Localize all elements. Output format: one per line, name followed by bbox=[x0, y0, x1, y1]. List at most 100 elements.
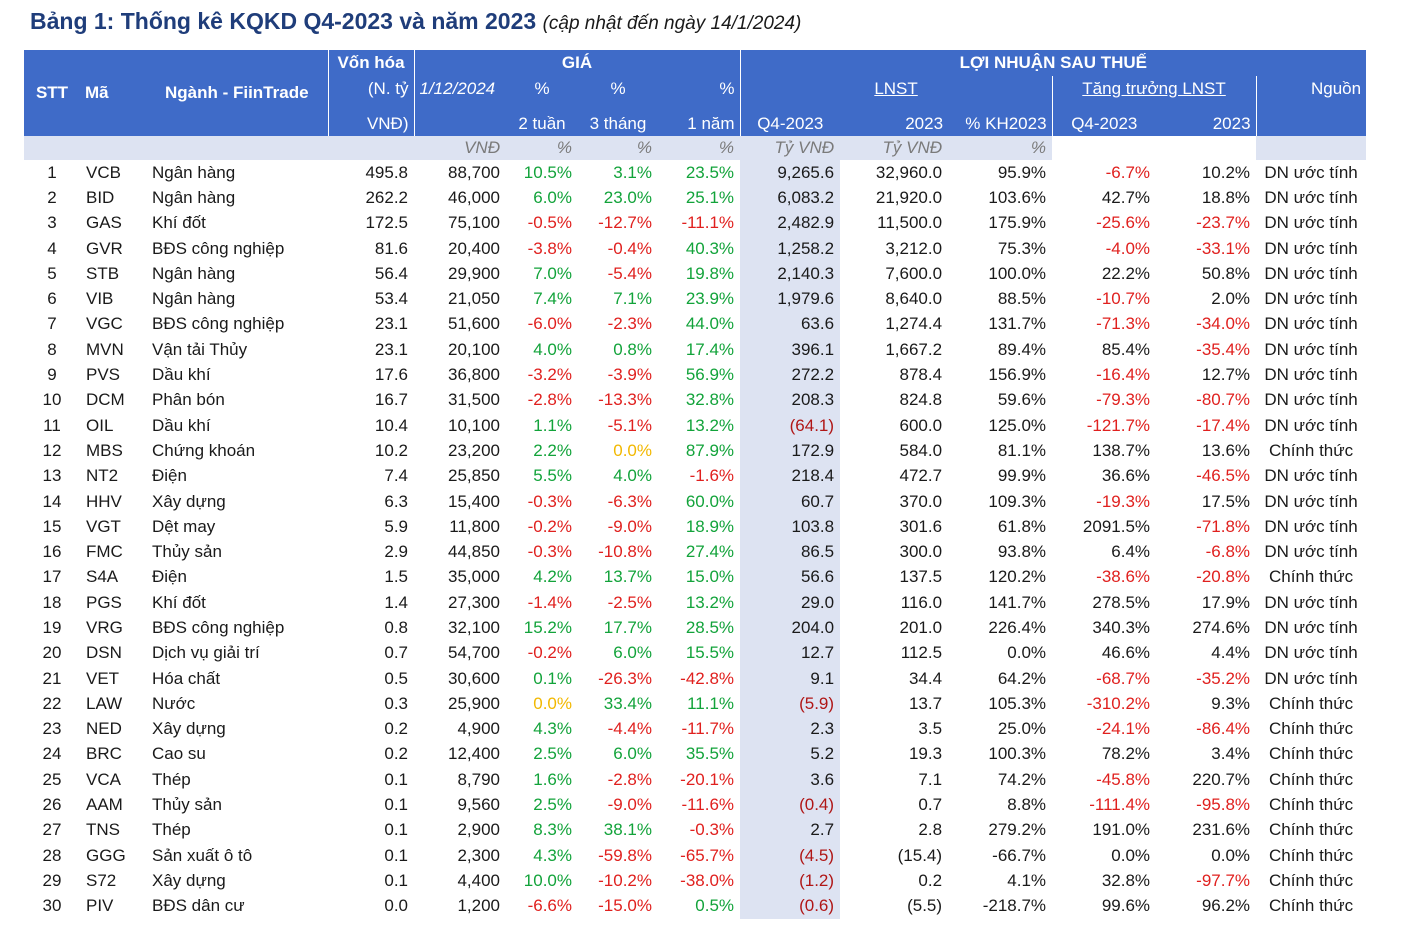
cell-tt-2023: -71.8% bbox=[1196, 516, 1251, 536]
cell-lnst-q4: 204.0 bbox=[740, 615, 841, 641]
cell-nganh: Ngân hàng bbox=[152, 289, 236, 309]
cell-ma: GVR bbox=[86, 238, 123, 258]
cell-pct-3thang: 4.0% bbox=[613, 466, 652, 486]
cell-nganh: Chứng khoán bbox=[152, 440, 256, 460]
table-title: Bảng 1: Thống kê KQKD Q4-2023 và năm 202… bbox=[30, 8, 801, 35]
cell-lnst-q4: 12.7 bbox=[740, 640, 841, 666]
cell-pct-3thang: -2.5% bbox=[607, 592, 652, 612]
cell-pct-kh: 100.0% bbox=[988, 263, 1047, 283]
cell-pct-2tuan: -0.5% bbox=[527, 213, 572, 233]
cell-tt-q4: -6.7% bbox=[1105, 162, 1151, 182]
table-row: 27 TNS Thép 0.1 2,900 8.3% 38.1% -0.3% 2.7 2.8 279… bbox=[24, 817, 1366, 844]
cell-nguon: Chính thức bbox=[1268, 719, 1354, 739]
cell-gia: 32,100 bbox=[448, 617, 500, 637]
cell-stt: 2 bbox=[47, 187, 57, 207]
cell-gia: 35,000 bbox=[448, 567, 500, 587]
cell-gia: 20,100 bbox=[448, 339, 500, 359]
table-row: 2 BID Ngân hàng 262.2 46,000 6.0% 23.0% 25.1% 6,… bbox=[24, 185, 1366, 211]
cell-pct-kh: -218.7% bbox=[982, 896, 1047, 916]
cell-gia: 75,100 bbox=[448, 213, 500, 233]
cell-nganh: BĐS công nghiệp bbox=[152, 314, 285, 334]
header-nguon: Nguồn bbox=[1255, 76, 1367, 102]
cell-tt-q4: 42.7% bbox=[1101, 187, 1151, 207]
cell-gia: 8,790 bbox=[457, 769, 500, 789]
header-stt: STT bbox=[24, 50, 80, 136]
cell-lnst-q4: 172.9 bbox=[740, 438, 841, 464]
cell-nganh: Vận tải Thủy bbox=[152, 339, 248, 359]
cell-pct-2tuan: 1.6% bbox=[533, 769, 572, 789]
cell-ma: NED bbox=[86, 719, 122, 739]
cell-tt-2023: 96.2% bbox=[1201, 896, 1251, 916]
cell-pct-3thang: -3.9% bbox=[607, 365, 652, 385]
cell-gia: 2,300 bbox=[457, 845, 500, 865]
cell-tt-2023: -20.8% bbox=[1196, 567, 1251, 587]
cell-lnst-2023: 472.7 bbox=[899, 466, 943, 486]
cell-stt: 11 bbox=[43, 415, 61, 435]
cell-stt: 21 bbox=[42, 668, 62, 688]
cell-pct-kh: 279.2% bbox=[988, 820, 1047, 840]
cell-nguon: DN ước tính bbox=[1264, 238, 1358, 258]
cell-pct-2tuan: -6.6% bbox=[527, 896, 572, 916]
cell-pct-3thang: -13.3% bbox=[598, 390, 652, 410]
cell-lnst-q4: 1,979.6 bbox=[740, 286, 841, 312]
cell-pct-2tuan: 1.1% bbox=[533, 415, 572, 435]
cell-von-hoa: 0.1 bbox=[384, 870, 408, 890]
cell-pct-1nam: 28.5% bbox=[685, 617, 735, 637]
table-row: 3 GAS Khí đốt 172.5 75,100 -0.5% -12.7% -11.1% 2… bbox=[24, 210, 1366, 236]
cell-nguon: DN ước tính bbox=[1264, 592, 1358, 612]
cell-tt-2023: 274.6% bbox=[1192, 617, 1251, 637]
cell-tt-2023: -33.1% bbox=[1196, 238, 1251, 258]
cell-lnst-q4: 2.3 bbox=[740, 716, 841, 742]
cell-von-hoa: 10.2 bbox=[374, 440, 408, 460]
cell-tt-q4: -19.3% bbox=[1096, 491, 1151, 511]
cell-tt-q4: 22.2% bbox=[1101, 263, 1151, 283]
cell-tt-q4: 36.6% bbox=[1101, 466, 1151, 486]
table-row: 4 GVR BĐS công nghiệp 81.6 20,400 -3.8% -0.4% 4… bbox=[24, 235, 1366, 262]
cell-von-hoa: 6.3 bbox=[384, 491, 408, 511]
cell-tt-q4: 340.3% bbox=[1092, 617, 1151, 637]
cell-lnst-q4: 9,265.6 bbox=[740, 160, 841, 186]
cell-nganh: Ngân hàng bbox=[152, 162, 236, 182]
cell-nganh: Sản xuất ô tô bbox=[152, 845, 253, 865]
header-pct-3thang: % bbox=[578, 76, 658, 102]
table-row: 24 BRC Cao su 0.2 12,400 2.5% 6.0% 35.5% 5.2 19.3… bbox=[24, 741, 1366, 768]
cell-lnst-2023: 3.5 bbox=[918, 719, 943, 739]
cell-pct-kh: 120.2% bbox=[988, 567, 1047, 587]
cell-tt-q4: -71.3% bbox=[1096, 314, 1151, 334]
header-gia-spacer bbox=[413, 102, 506, 136]
cell-pct-kh: 99.9% bbox=[997, 466, 1047, 486]
cell-lnst-q4: (4.5) bbox=[740, 843, 841, 869]
cell-pct-2tuan: 8.3% bbox=[533, 820, 572, 840]
cell-stt: 26 bbox=[42, 795, 62, 815]
cell-ma: STB bbox=[86, 263, 120, 283]
table-row: 9 PVS Dầu khí 17.6 36,800 -3.2% -3.9% 56.9% 272.… bbox=[24, 362, 1366, 388]
cell-pct-1nam: -0.3% bbox=[689, 820, 735, 840]
cell-tt-2023: -17.4% bbox=[1196, 415, 1251, 435]
cell-gia: 1,200 bbox=[457, 896, 500, 916]
cell-pct-2tuan: -0.3% bbox=[527, 542, 572, 562]
cell-pct-1nam: 0.5% bbox=[695, 896, 735, 916]
cell-pct-3thang: -5.1% bbox=[607, 415, 652, 435]
cell-lnst-2023: 137.5 bbox=[899, 567, 943, 587]
cell-tt-2023: 2.0% bbox=[1211, 289, 1251, 309]
cell-ma: VIB bbox=[86, 289, 114, 309]
cell-ma: PGS bbox=[86, 592, 122, 612]
cell-nguon: DN ước tính bbox=[1264, 668, 1358, 688]
cell-lnst-q4: 5.2 bbox=[740, 741, 841, 768]
cell-gia: 20,400 bbox=[448, 238, 500, 258]
unit-ty-vnd-2023: Tỷ VNĐ bbox=[840, 136, 949, 160]
cell-gia: 12,400 bbox=[448, 744, 500, 764]
cell-lnst-q4: 29.0 bbox=[740, 590, 841, 616]
cell-lnst-q4: 208.3 bbox=[740, 387, 841, 413]
header-1nam: 1 năm bbox=[658, 102, 741, 136]
cell-tt-2023: 12.7% bbox=[1201, 365, 1251, 385]
cell-pct-2tuan: -0.2% bbox=[527, 643, 572, 663]
cell-lnst-2023: 0.2 bbox=[918, 870, 943, 890]
cell-pct-2tuan: -6.0% bbox=[527, 314, 572, 334]
cell-lnst-2023: 19.3 bbox=[908, 744, 943, 764]
cell-pct-kh: -66.7% bbox=[992, 845, 1047, 865]
cell-nguon: DN ước tính bbox=[1264, 390, 1358, 410]
cell-stt: 30 bbox=[42, 896, 62, 916]
header-von-hoa-unit: (N. tỷ bbox=[327, 76, 414, 102]
cell-ma: HHV bbox=[86, 491, 122, 511]
